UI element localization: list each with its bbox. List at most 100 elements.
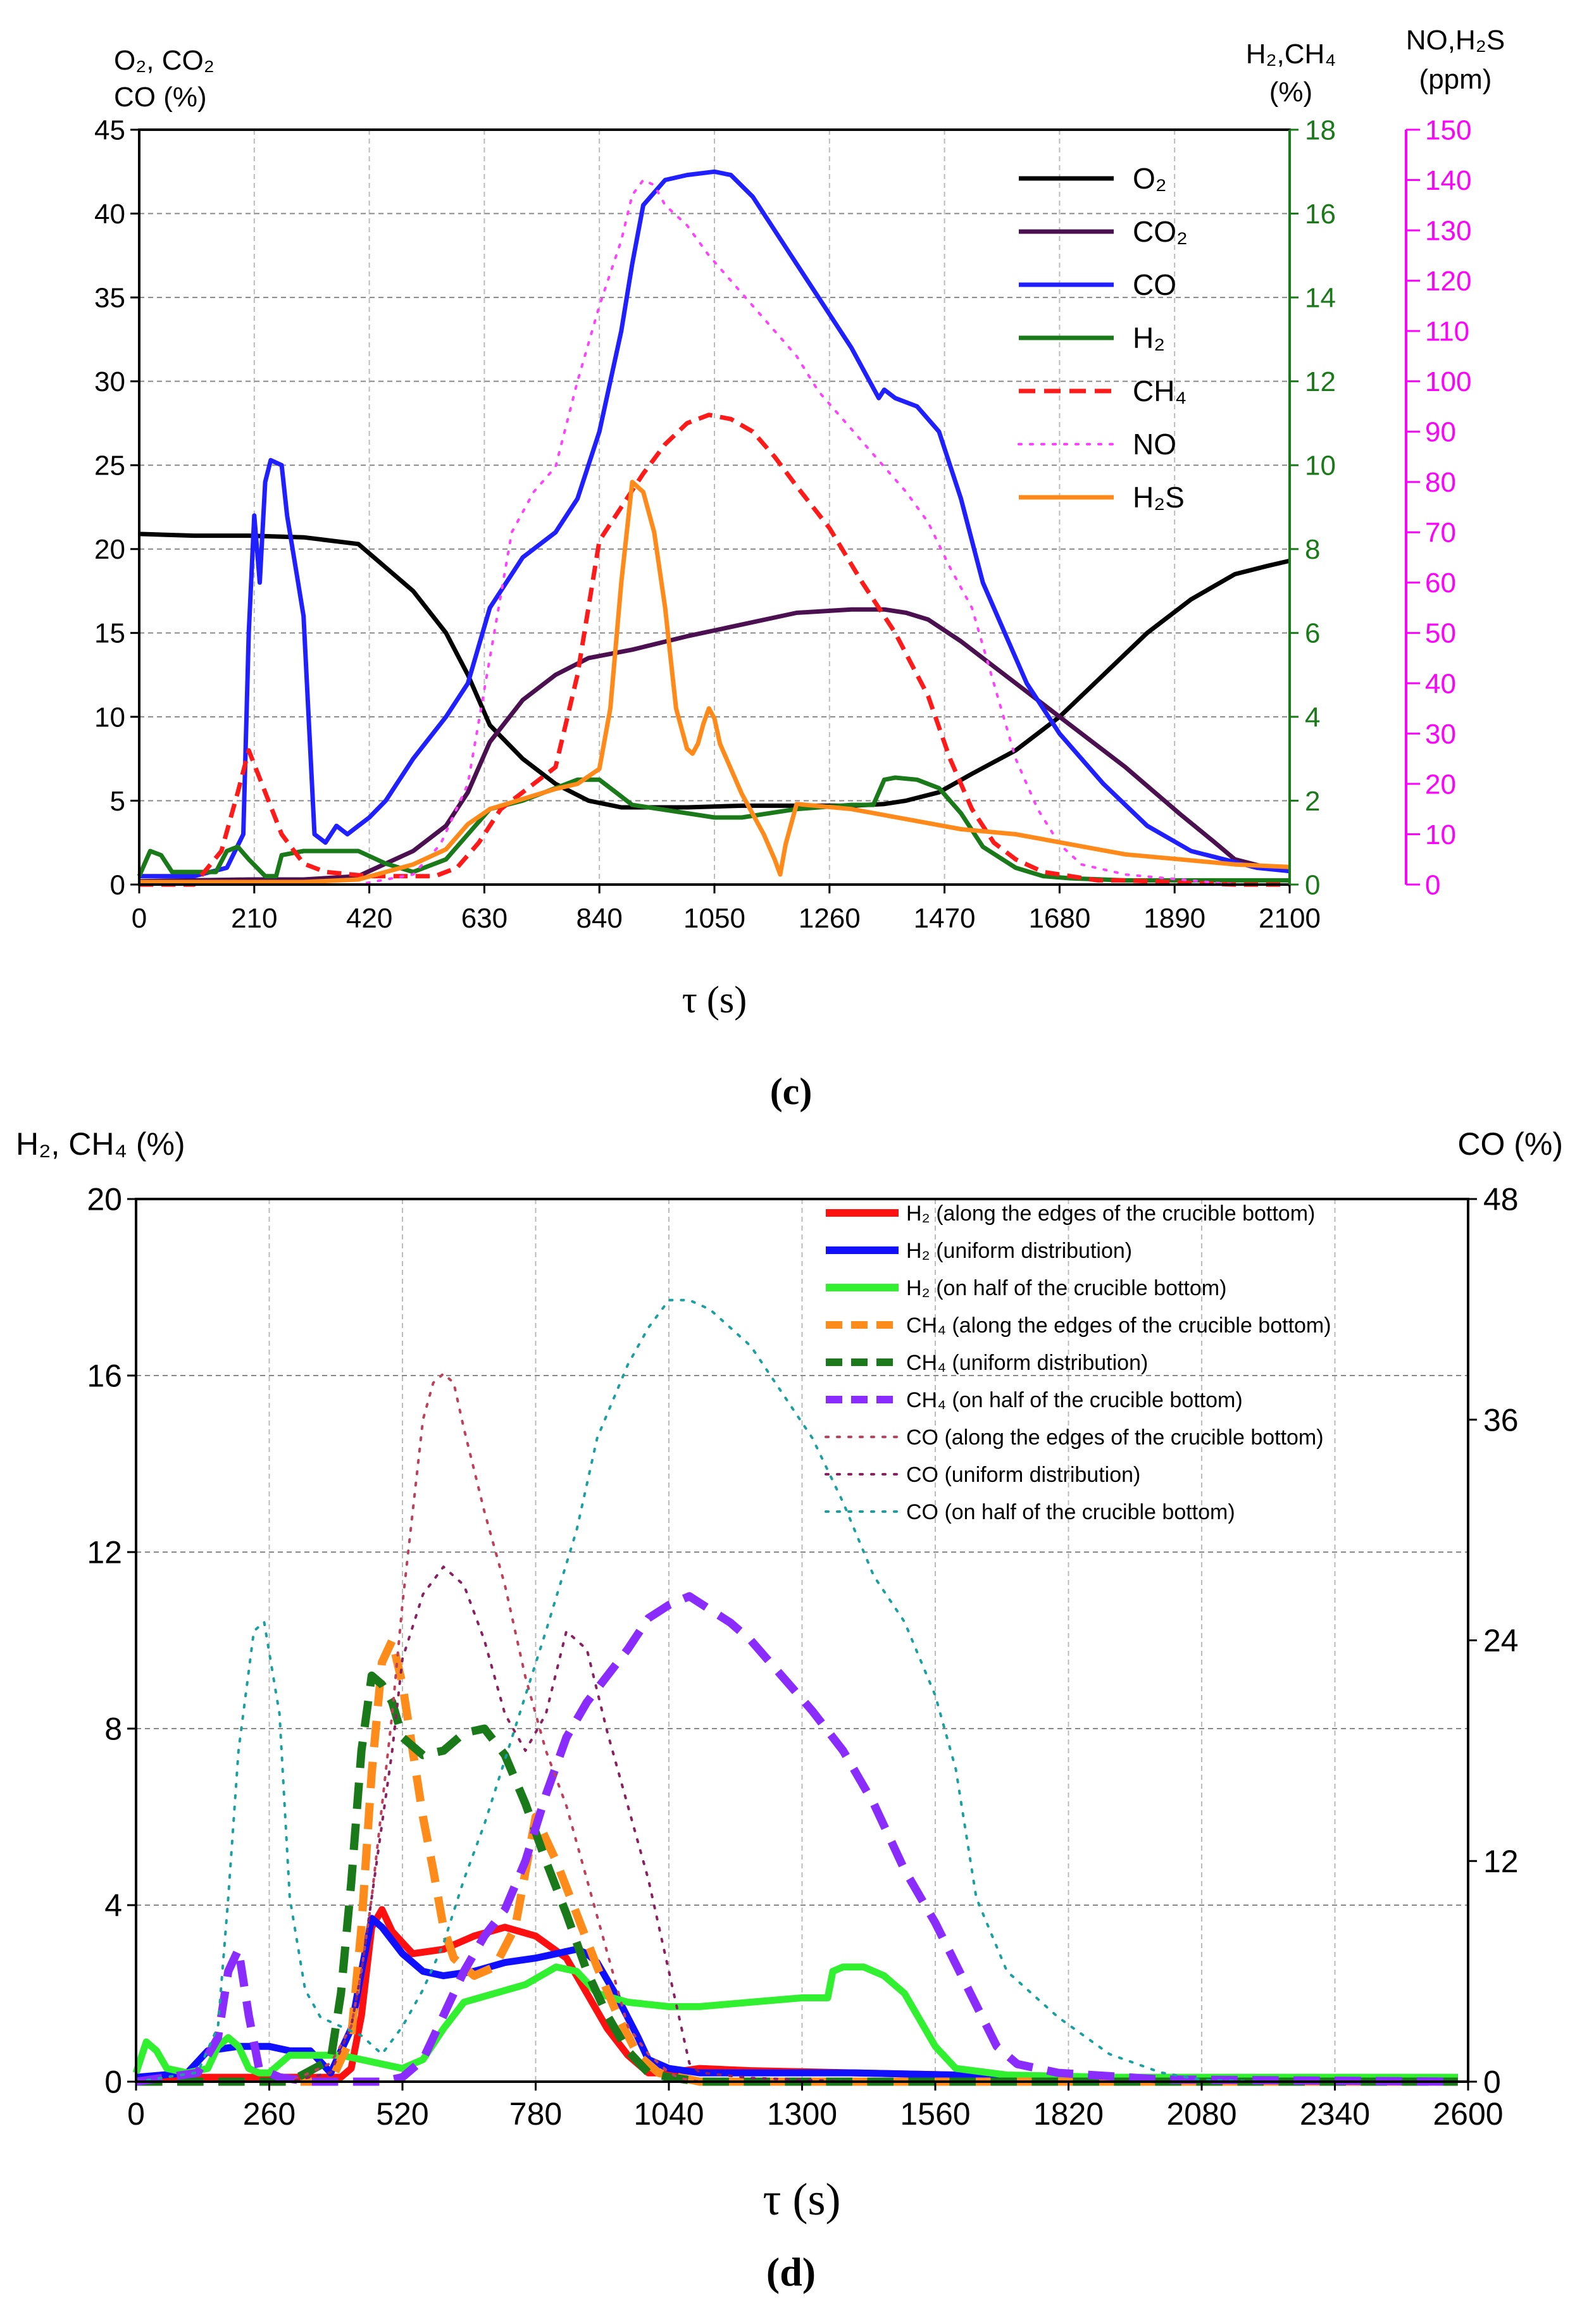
left-y-tick-label: 15: [94, 618, 125, 649]
x-tick-label: 0: [132, 903, 147, 934]
right-y2-tick-label: 30: [1425, 719, 1456, 750]
right-y2-tick-label: 70: [1425, 518, 1456, 549]
x-tick-label: 2340: [1300, 2096, 1370, 2132]
right-y-tick-label: 14: [1305, 283, 1336, 314]
series-line: [135, 1592, 1458, 2086]
left-y-tick-label: 20: [87, 1182, 122, 1217]
panel-c-legend: O₂ CO₂ CO H₂ CH₄ NO H₂S: [1018, 162, 1188, 514]
panel-c-left-axis-label-line-2: CO (%): [114, 82, 207, 113]
right-y-tick-label: 2: [1305, 786, 1320, 817]
x-tick-label: 1050: [683, 903, 745, 934]
series-line: [137, 775, 1290, 883]
legend-label: CO: [1133, 268, 1176, 301]
right-y2-tick-label: 120: [1425, 266, 1471, 297]
right-y-tick-label: 18: [1305, 115, 1336, 146]
x-tick-label: 1260: [799, 903, 861, 934]
legend-label: NO: [1133, 428, 1176, 461]
panel-d-chart: 0 260 520 780 1040 1300 1560 1820 2080 2340 260004…: [16, 1126, 1563, 2294]
right-y2-tick-label: 60: [1425, 568, 1456, 599]
x-tick-label: 630: [461, 903, 508, 934]
panel-c-label: (c): [770, 1071, 813, 1112]
x-tick-label: 1040: [633, 2096, 704, 2132]
x-tick-label: 840: [576, 903, 622, 934]
legend-label: CO (uniform distribution): [906, 1463, 1140, 1487]
right-y2-tick-label: 20: [1425, 769, 1456, 800]
right-y-tick-label: 6: [1305, 618, 1320, 649]
right-y-tick-label: 10: [1305, 451, 1336, 482]
right-y-tick-label: 16: [1305, 199, 1336, 230]
left-y-tick-label: 0: [110, 869, 125, 900]
right-y-tick-label: 4: [1305, 702, 1320, 733]
x-tick-label: 1560: [900, 2096, 970, 2132]
right-y-tick-label: 12: [1305, 366, 1336, 397]
x-tick-label: 520: [376, 2096, 428, 2132]
left-y-tick-label: 16: [87, 1358, 122, 1394]
panel-d-axes: 0 260 520 780 1040 1300 1560 1820 2080 2340 260004…: [87, 1182, 1518, 2132]
panel-c-chart: 0 210 420 630 840 1050 1260 1470 1680 1890 2100051…: [94, 25, 1505, 1112]
left-y-tick-label: 25: [94, 451, 125, 482]
left-y-tick-label: 12: [87, 1535, 122, 1570]
x-tick-label: 780: [509, 2096, 562, 2132]
series-line: [139, 607, 1290, 884]
series-line: [135, 1298, 1459, 2083]
right-y2-tick-label: 80: [1425, 467, 1456, 498]
legend-label: O₂: [1133, 162, 1167, 195]
right-y-tick-label: 0: [1305, 869, 1320, 900]
legend-label: CH₄ (along the edges of the crucible bot…: [906, 1314, 1331, 1338]
left-y-tick-label: 45: [94, 115, 125, 146]
x-tick-label: 420: [346, 903, 392, 934]
legend-label: H₂S: [1133, 481, 1185, 514]
panel-c-right-axis-1-label-line-1: H₂,CH₄: [1246, 39, 1336, 70]
panel-c-right-axis-2-label-line-1: NO,H₂S: [1406, 25, 1505, 56]
right-y2-tick-label: 90: [1425, 417, 1456, 448]
x-tick-label: 2080: [1166, 2096, 1236, 2132]
legend-label: CO (along the edges of the crucible bott…: [906, 1426, 1324, 1450]
right-y2-tick-label: 110: [1425, 316, 1469, 347]
panel-d-right-axis-label: CO (%): [1457, 1126, 1563, 1162]
legend-label: CH₄: [1133, 375, 1186, 407]
x-tick-label: 1300: [767, 2096, 837, 2132]
x-tick-label: 0: [127, 2096, 145, 2132]
x-tick-label: 1890: [1143, 903, 1205, 934]
x-tick-label: 1470: [914, 903, 976, 934]
left-y-tick-label: 10: [94, 702, 125, 733]
x-tick-label: 2100: [1259, 903, 1321, 934]
right-y-tick-label: 8: [1305, 534, 1320, 565]
legend-label: CH₄ (on half of the crucible bottom): [906, 1388, 1243, 1412]
left-y-tick-label: 35: [94, 283, 125, 314]
legend-label: H₂ (on half of the crucible bottom): [906, 1276, 1226, 1300]
legend-label: CO₂: [1133, 215, 1188, 248]
right-y2-tick-label: 50: [1425, 618, 1456, 649]
left-y-tick-label: 40: [94, 199, 125, 230]
series-line: [135, 1915, 1458, 2081]
right-y2-tick-label: 140: [1425, 165, 1471, 196]
panel-c-right-axis-2-label-line-2: (ppm): [1419, 64, 1492, 95]
right-y2-tick-label: 130: [1425, 215, 1471, 246]
panel-d-x-axis-label: τ (s): [763, 2174, 841, 2225]
right-y2-tick-label: 150: [1425, 115, 1471, 146]
series-line: [139, 169, 1290, 879]
panel-d-label: (d): [766, 2249, 816, 2294]
series-line: [139, 413, 1290, 887]
legend-label: CH₄ (uniform distribution): [906, 1351, 1148, 1375]
x-tick-label: 2600: [1433, 2096, 1503, 2132]
series-line: [135, 1565, 1459, 2083]
panel-d-legend: H₂ (along the edges of the crucible bott…: [825, 1202, 1331, 1524]
right-y-tick-label: 48: [1483, 1182, 1519, 1217]
right-y-tick-label: 24: [1483, 1623, 1519, 1658]
x-tick-label: 210: [231, 903, 277, 934]
left-y-tick-label: 30: [94, 366, 125, 397]
x-tick-label: 260: [243, 2096, 296, 2132]
legend-label: H₂ (uniform distribution): [906, 1239, 1132, 1263]
panel-d-left-axis-label: H₂, CH₄ (%): [16, 1126, 185, 1162]
panel-c-x-axis-label: τ (s): [682, 979, 747, 1021]
panel-c-axes: 0 210 420 630 840 1050 1260 1470 1680 1890 2100051…: [94, 115, 1471, 934]
x-tick-label: 1680: [1028, 903, 1090, 934]
right-y-tick-label: 0: [1483, 2065, 1501, 2100]
panel-c-left-axis-label-line-1: O₂, CO₂: [114, 45, 215, 76]
series-line: [132, 1963, 1458, 2081]
right-y2-tick-label: 100: [1425, 366, 1471, 397]
series-line: [138, 178, 1291, 886]
panel-c-right-axis-1-label-line-2: (%): [1269, 77, 1312, 108]
